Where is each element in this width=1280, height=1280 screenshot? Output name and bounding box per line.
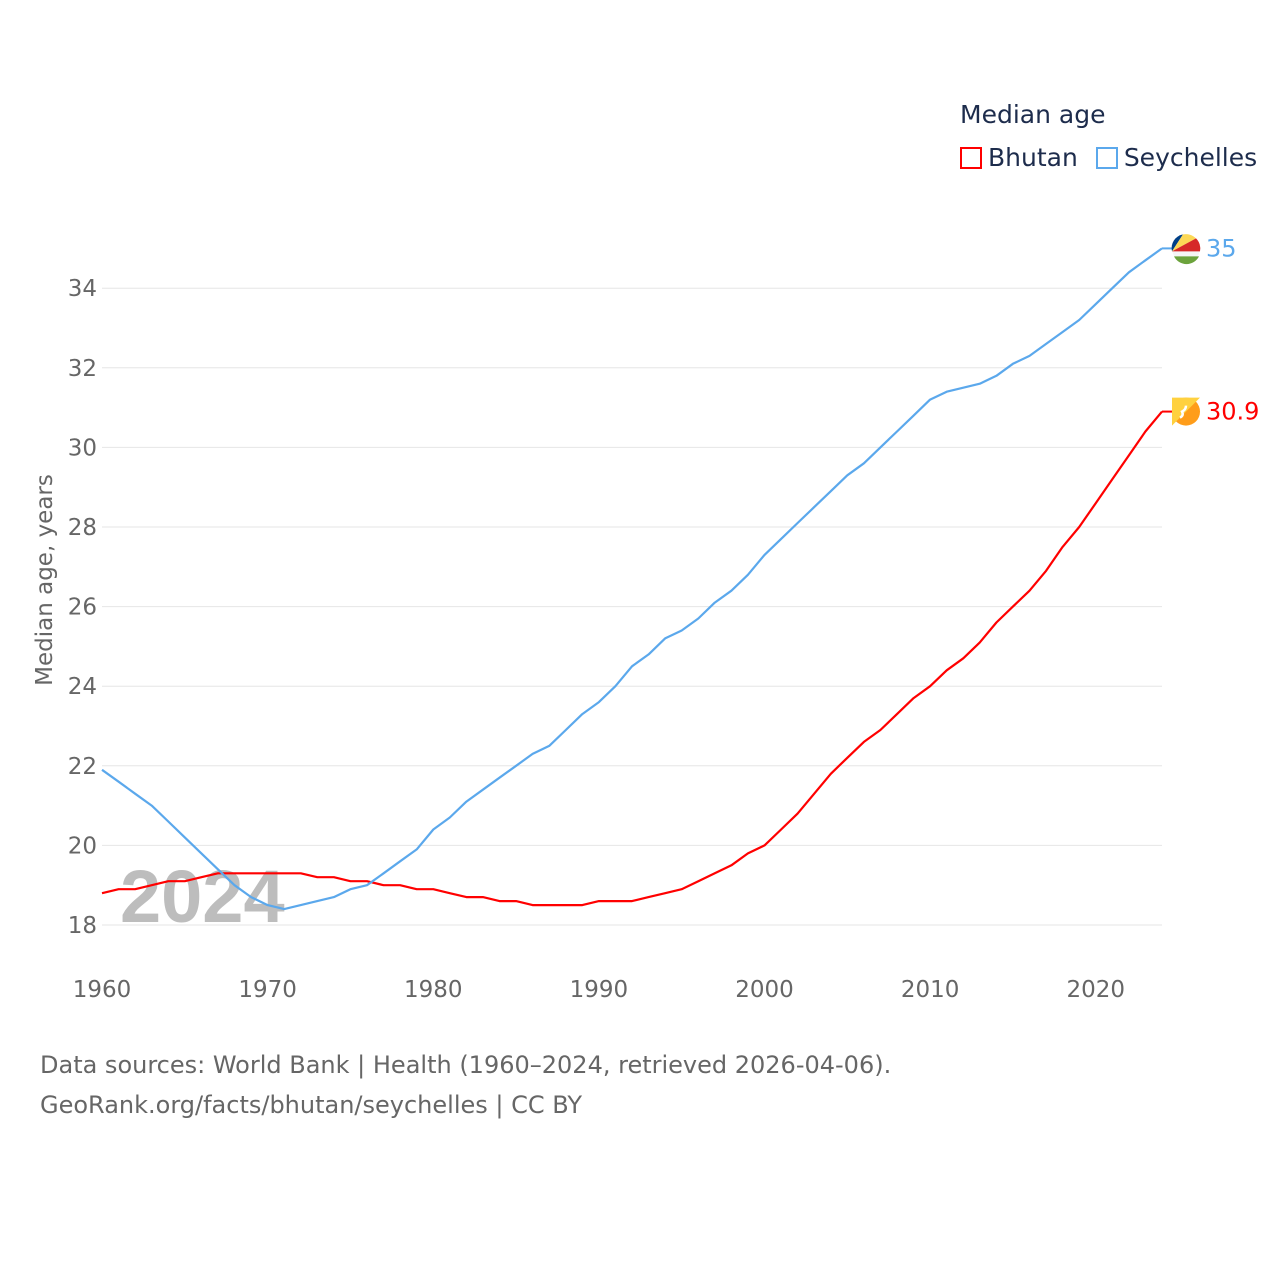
y-tick-label: 20 <box>68 833 97 859</box>
legend-swatch-seychelles <box>1095 146 1118 169</box>
legend-title: Median age <box>960 100 1106 129</box>
y-tick-label: 34 <box>68 276 97 302</box>
legend-swatch-bhutan <box>960 146 982 169</box>
y-axis-label: Median age, years <box>32 474 58 686</box>
series-line-bhutan <box>101 410 1163 907</box>
legend-label: Bhutan <box>988 143 1078 172</box>
bhutan-flag-icon <box>1172 397 1200 426</box>
x-tick-label: 1970 <box>238 977 297 1003</box>
footer: Data sources: World Bank | Health (1960–… <box>40 1045 891 1125</box>
x-tick-label: 1990 <box>570 977 629 1003</box>
year-watermark: 2024 <box>120 855 285 938</box>
y-tick-label: 26 <box>68 595 97 621</box>
series-line-seychelles <box>101 247 1163 911</box>
y-tick-label: 22 <box>68 754 97 780</box>
legend: Bhutan Seychelles <box>960 143 1257 172</box>
x-tick-label: 1960 <box>73 977 132 1003</box>
legend-item-seychelles[interactable]: Seychelles <box>1095 143 1258 172</box>
x-tick-label: 2020 <box>1066 977 1125 1003</box>
legend-item-bhutan[interactable]: Bhutan <box>960 143 1078 172</box>
y-tick-label: 30 <box>68 435 97 461</box>
legend-label: Seychelles <box>1123 143 1258 172</box>
y-tick-label: 24 <box>68 674 97 700</box>
y-tick-label: 18 <box>68 913 97 939</box>
x-tick-label: 2000 <box>735 977 794 1003</box>
end-value-label: 30.9 <box>1206 398 1259 426</box>
data-source-note: Data sources: World Bank | Health (1960–… <box>40 1051 892 1079</box>
x-tick-label: 2010 <box>901 977 960 1003</box>
y-tick-label: 28 <box>68 515 97 541</box>
end-value-label: 35 <box>1206 234 1237 262</box>
attribution-link[interactable]: GeoRank.org/facts/bhutan/seychelles | CC… <box>40 1091 583 1119</box>
x-tick-label: 1980 <box>404 977 463 1003</box>
y-tick-label: 32 <box>68 356 97 382</box>
seychelles-flag-icon <box>1171 234 1201 265</box>
